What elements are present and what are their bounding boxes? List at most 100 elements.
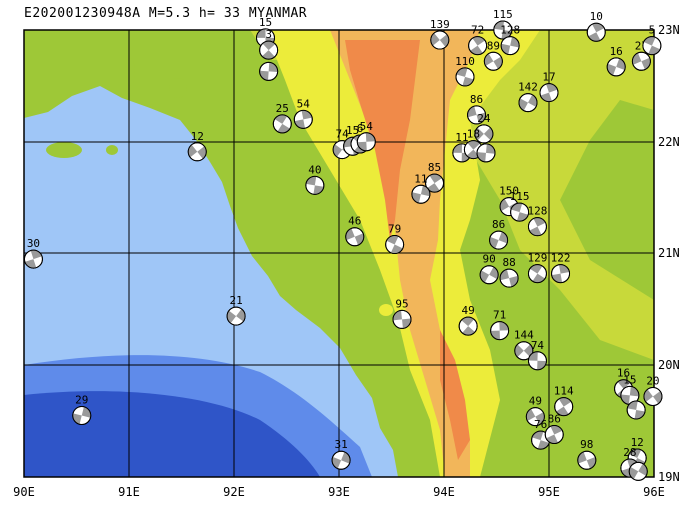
focal-mechanism: 16 (606, 45, 626, 77)
lon-label: 91E (118, 485, 140, 499)
focal-mechanism: 90 (479, 253, 499, 285)
beachball-compression (551, 264, 570, 283)
focal-mechanism (626, 400, 646, 420)
depth-label: 86 (492, 218, 505, 231)
island (379, 304, 393, 316)
beachball-compression (480, 266, 499, 283)
beachball-compression (519, 94, 537, 111)
beachball-compression (470, 36, 485, 55)
depth-label: 30 (27, 237, 40, 250)
focal-mechanism: 114 (554, 385, 574, 417)
focal-mechanism: 30 (23, 237, 43, 269)
depth-label: 11 (414, 172, 427, 185)
depth-label: 17 (542, 71, 555, 84)
beachball-compression (411, 185, 430, 204)
beachball-compression (262, 41, 276, 60)
beachball-compression (474, 127, 493, 141)
beachball-compression (629, 463, 648, 480)
depth-label: 122 (551, 252, 571, 265)
focal-mechanism: 72 (468, 24, 488, 56)
focal-mechanism: 3 (259, 28, 279, 60)
focal-mechanism: 49 (458, 304, 478, 336)
focal-mechanism: 11 (411, 172, 431, 204)
focal-mechanism: 139 (430, 18, 450, 50)
depth-label: 74 (336, 128, 350, 141)
focal-mechanism: 128 (500, 24, 520, 56)
depth-label: 150 (499, 185, 519, 198)
focal-mechanism: 79 (385, 223, 405, 255)
peak-band (440, 330, 470, 460)
depth-label: 3 (265, 28, 272, 41)
graticule (24, 30, 654, 477)
focal-mechanism: 115 (493, 8, 513, 40)
focal-mechanism: 25 (272, 102, 292, 134)
island (169, 78, 187, 98)
island (106, 145, 118, 155)
depth-label: 114 (554, 385, 574, 398)
beachball-compression (357, 132, 376, 151)
beachball-compression (305, 176, 324, 195)
beachball-compression (24, 250, 43, 269)
depth-label: 10 (590, 10, 603, 23)
depth-label: 129 (528, 252, 548, 265)
focal-mechanism: 74 (527, 339, 547, 371)
beachball-compression (627, 400, 646, 419)
focal-mechanism: 88 (499, 256, 519, 288)
beachball-compression (259, 62, 278, 81)
depth-label: 40 (308, 163, 321, 176)
beachball-compression (556, 397, 572, 416)
focal-mechanism: 144 (514, 329, 534, 361)
focal-mechanism: 71 (490, 309, 510, 341)
lon-label: 93E (328, 485, 350, 499)
depth-label: 16 (610, 45, 623, 58)
depth-label: 18 (467, 128, 480, 141)
depth-label: 144 (514, 329, 534, 342)
depth-label: 115 (493, 8, 513, 21)
depth-label: 15 (346, 124, 359, 137)
focal-mechanism: 49 (525, 395, 545, 427)
depth-label: 29 (75, 394, 88, 407)
depth-label: 72 (471, 24, 484, 37)
focal-mechanism: 86 (544, 413, 564, 445)
depth-label: 74 (531, 339, 545, 352)
beachball-compression (188, 144, 207, 159)
beachball-compression (643, 36, 661, 55)
beachball-compression (526, 408, 545, 425)
beachball-compression (452, 143, 471, 162)
beachball-compression (72, 406, 91, 425)
focal-mechanism: 95 (392, 297, 412, 329)
beachball-compression (345, 228, 364, 246)
focal-mechanism: 5 (642, 24, 662, 56)
beachball-compression (632, 53, 651, 70)
focal-mechanism: 29 (72, 394, 92, 426)
focal-mechanism: 86 (467, 93, 487, 125)
focal-mechanism (476, 143, 496, 163)
beachball-compression (490, 321, 509, 340)
depth-label: 88 (502, 256, 515, 269)
sea-deep (24, 391, 320, 477)
island (125, 58, 135, 86)
beachball-compression (546, 425, 563, 444)
map-title: E202001230948A M=5.3 h= 33 MYANMAR (24, 6, 308, 21)
focal-mechanism: 20 (643, 375, 663, 407)
depth-label: 54 (360, 120, 374, 133)
focal-mechanism: 86 (489, 218, 509, 250)
depth-label: 54 (297, 97, 311, 110)
depth-label: 86 (470, 93, 483, 106)
depth-label: 16 (617, 367, 630, 380)
focal-mechanism: 89 (483, 39, 503, 71)
focal-mechanism: 128 (528, 205, 547, 237)
focal-mechanism: 115 (510, 190, 530, 222)
beachball-compression (529, 217, 546, 236)
focal-mechanism: 142 (518, 81, 538, 113)
focal-mechanism: 85 (425, 161, 445, 193)
depth-label: 90 (483, 253, 496, 266)
focal-mechanism: 122 (551, 252, 571, 284)
focal-mechanism: 40 (305, 163, 325, 195)
depth-label: 98 (580, 438, 593, 451)
depth-label: 95 (395, 297, 408, 310)
beachball-compression (477, 143, 495, 162)
focal-mechanism: 17 (539, 71, 559, 103)
